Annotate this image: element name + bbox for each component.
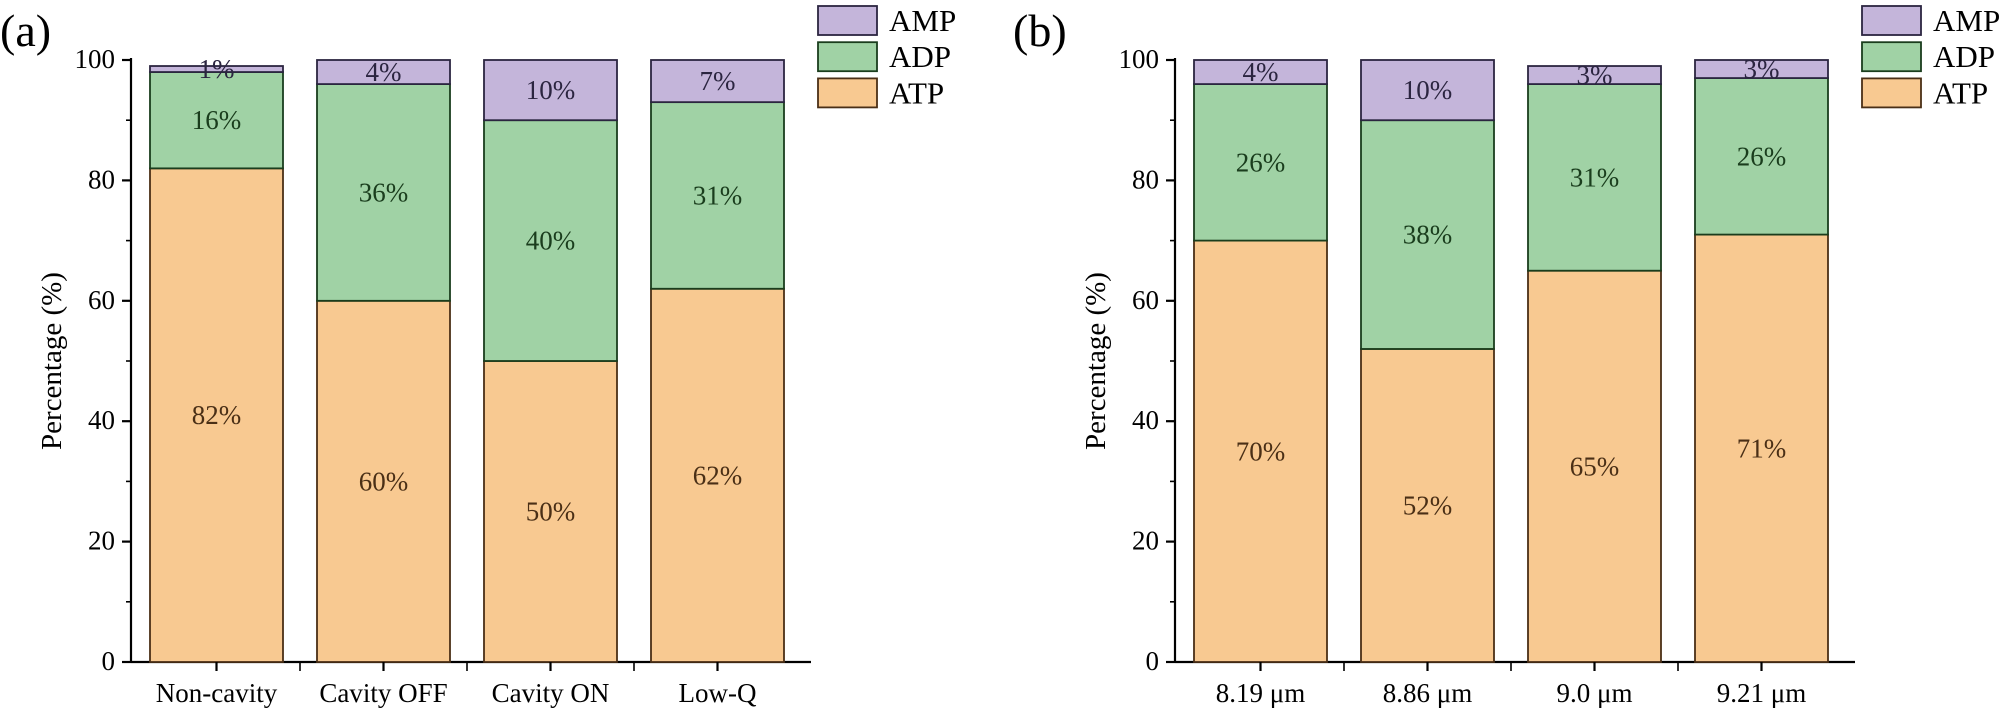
svg-text:7%: 7% bbox=[700, 66, 736, 96]
svg-text:8.86 μm: 8.86 μm bbox=[1383, 678, 1472, 708]
svg-text:38%: 38% bbox=[1403, 220, 1453, 250]
svg-text:(a): (a) bbox=[0, 5, 51, 56]
svg-text:4%: 4% bbox=[1243, 57, 1279, 87]
svg-text:40: 40 bbox=[88, 405, 115, 435]
svg-text:31%: 31% bbox=[693, 180, 743, 210]
svg-text:52%: 52% bbox=[1403, 490, 1453, 520]
svg-text:ATP: ATP bbox=[889, 75, 944, 110]
svg-text:100: 100 bbox=[1119, 44, 1160, 74]
svg-text:26%: 26% bbox=[1236, 147, 1286, 177]
svg-text:8.19 μm: 8.19 μm bbox=[1216, 678, 1305, 708]
svg-text:10%: 10% bbox=[526, 75, 576, 105]
svg-text:(b): (b) bbox=[1013, 5, 1067, 56]
svg-text:AMP: AMP bbox=[889, 3, 956, 38]
svg-text:65%: 65% bbox=[1570, 451, 1620, 481]
svg-text:36%: 36% bbox=[359, 177, 409, 207]
svg-text:0: 0 bbox=[102, 646, 116, 676]
svg-text:40: 40 bbox=[1132, 405, 1159, 435]
svg-text:50%: 50% bbox=[526, 497, 576, 527]
svg-text:20: 20 bbox=[88, 526, 115, 556]
svg-text:Low-Q: Low-Q bbox=[679, 678, 757, 708]
svg-text:ADP: ADP bbox=[889, 39, 951, 74]
svg-text:60: 60 bbox=[1132, 285, 1159, 315]
svg-text:Percentage (%): Percentage (%) bbox=[1080, 272, 1112, 450]
svg-text:80: 80 bbox=[88, 164, 115, 194]
svg-text:4%: 4% bbox=[366, 57, 402, 87]
svg-text:3%: 3% bbox=[1744, 54, 1780, 84]
svg-text:60: 60 bbox=[88, 285, 115, 315]
svg-text:71%: 71% bbox=[1737, 433, 1787, 463]
svg-text:16%: 16% bbox=[192, 105, 242, 135]
svg-text:Non-cavity: Non-cavity bbox=[156, 678, 278, 708]
svg-text:31%: 31% bbox=[1570, 162, 1620, 192]
svg-text:Cavity ON: Cavity ON bbox=[492, 678, 610, 708]
svg-text:ADP: ADP bbox=[1933, 39, 1995, 74]
svg-text:Cavity OFF: Cavity OFF bbox=[319, 678, 447, 708]
svg-text:Percentage (%): Percentage (%) bbox=[36, 272, 68, 450]
svg-text:AMP: AMP bbox=[1933, 3, 2000, 38]
svg-text:0: 0 bbox=[1146, 646, 1160, 676]
svg-text:1%: 1% bbox=[199, 54, 235, 84]
svg-text:ATP: ATP bbox=[1933, 75, 1988, 110]
svg-text:80: 80 bbox=[1132, 164, 1159, 194]
svg-text:60%: 60% bbox=[359, 466, 409, 496]
svg-text:26%: 26% bbox=[1737, 141, 1787, 171]
svg-text:82%: 82% bbox=[192, 400, 242, 430]
svg-text:9.0 μm: 9.0 μm bbox=[1557, 678, 1633, 708]
svg-text:70%: 70% bbox=[1236, 436, 1286, 466]
svg-text:40%: 40% bbox=[526, 226, 576, 256]
svg-text:100: 100 bbox=[75, 44, 116, 74]
svg-text:9.21 μm: 9.21 μm bbox=[1717, 678, 1806, 708]
svg-text:3%: 3% bbox=[1577, 60, 1613, 90]
svg-text:20: 20 bbox=[1132, 526, 1159, 556]
svg-text:10%: 10% bbox=[1403, 75, 1453, 105]
svg-text:62%: 62% bbox=[693, 460, 743, 490]
